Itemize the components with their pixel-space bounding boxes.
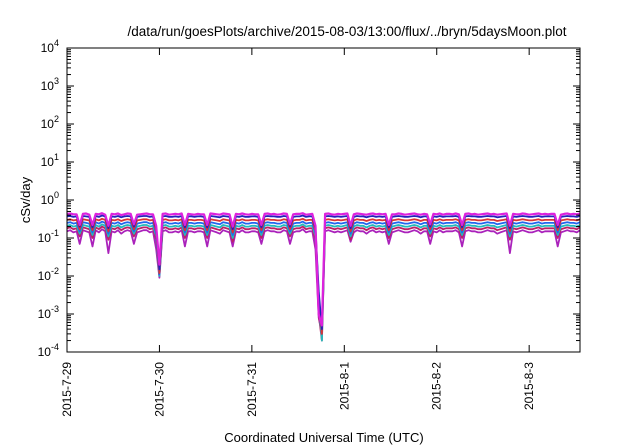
x-tick-label: 2015-8-2: [430, 362, 444, 410]
y-tick-label: 10-2: [38, 266, 59, 283]
chart-title: /data/run/goesPlots/archive/2015-08-03/1…: [127, 24, 566, 39]
x-tick-label: 2015-7-30: [152, 362, 166, 417]
x-tick-label: 2015-7-29: [60, 362, 74, 417]
y-tick-label: 100: [41, 190, 59, 207]
x-tick-label: 2015-8-3: [522, 362, 536, 410]
y-axis: 104 103 102 101 100 10-1 10-2 10-3 10-4: [38, 38, 580, 359]
y-tick-label: 103: [41, 76, 59, 93]
y-tick-label: 10-4: [38, 342, 59, 359]
y-tick-label: 104: [41, 38, 59, 55]
x-tick-label: 2015-7-31: [245, 362, 259, 417]
x-axis-label: Coordinated Universal Time (UTC): [224, 430, 423, 445]
x-tick-label: 2015-8-1: [337, 362, 351, 410]
series-layer: [67, 212, 580, 342]
y-tick-label: 10-3: [38, 304, 59, 321]
y-tick-label: 102: [41, 114, 59, 131]
y-axis-label: cSv/day: [18, 176, 33, 223]
y-tick-label: 10-1: [38, 228, 59, 245]
x-axis: 2015-7-29 2015-7-30 2015-7-31 2015-8-1 2015-…: [60, 48, 536, 417]
series-line-1: [67, 212, 580, 327]
y-tick-label: 101: [41, 152, 59, 169]
